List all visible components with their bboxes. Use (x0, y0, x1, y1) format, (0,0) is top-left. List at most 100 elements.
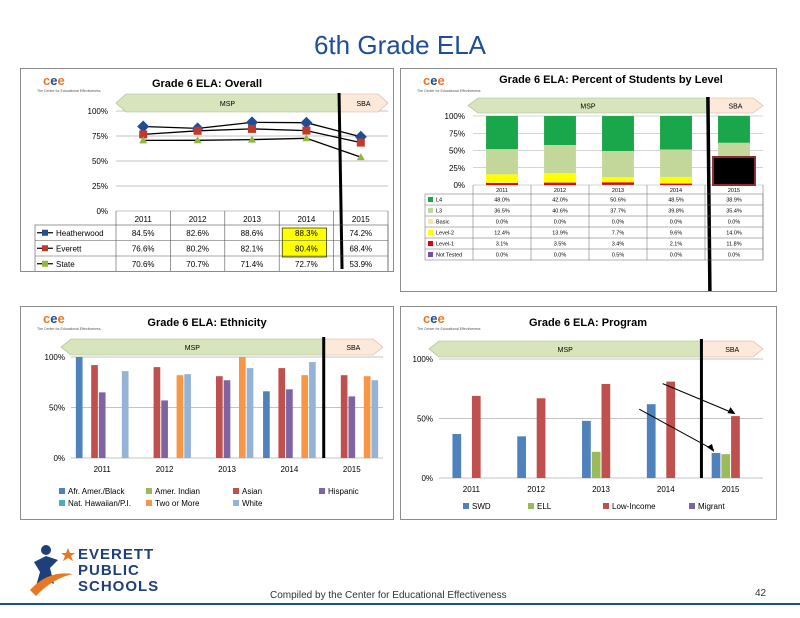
data-label: 0.0% (554, 253, 567, 259)
data-label: 76.6% (132, 244, 155, 253)
data-label: 0.0% (728, 220, 741, 226)
legend-swatch (428, 241, 433, 246)
bar-segment-l3 (660, 149, 692, 177)
bar (646, 404, 656, 478)
y-tick-label: 75% (449, 129, 465, 138)
legend-label: Migrant (698, 502, 725, 511)
legend-label: Low-Income (612, 502, 656, 511)
legend-swatch (689, 503, 695, 509)
data-label: 50.6% (610, 198, 626, 204)
legend-label: ELL (537, 502, 552, 511)
sba-band-label: SBA (725, 347, 739, 354)
x-tick-label: 2015 (722, 485, 740, 494)
data-label: 3.5% (554, 242, 567, 248)
bar (91, 365, 98, 458)
bar (666, 381, 676, 478)
logo-line-1: EVERETT (78, 546, 155, 563)
bar (536, 398, 546, 478)
legend-swatch (146, 500, 152, 506)
msp-band-label: MSP (580, 104, 596, 111)
x-tick-label: 2011 (94, 465, 112, 474)
page-number: 42 (755, 588, 767, 599)
legend-swatch (233, 488, 239, 494)
cee-logo-mark: cee (423, 73, 445, 88)
legend-label: State (56, 260, 75, 269)
data-label: 13.9% (552, 231, 568, 237)
bar (121, 371, 129, 458)
x-tick-label: 2015 (352, 215, 370, 224)
y-tick-label: 0% (453, 181, 465, 190)
ethnicity-chart-panel: cee The Center for Educational Effectiven… (20, 306, 394, 520)
data-label: 82.1% (241, 244, 264, 253)
bar (721, 454, 731, 478)
bar (246, 368, 254, 458)
y-tick-label: 50% (417, 415, 433, 424)
logo-line-3: SCHOOLS (78, 578, 160, 595)
bar-segment-level-2 (660, 176, 692, 184)
legend-label: White (242, 499, 263, 508)
sba-band-label: SBA (728, 104, 742, 111)
data-label: 36.5% (494, 209, 510, 215)
chart-title: Grade 6 ELA: Percent of Students by Leve… (499, 74, 723, 86)
x-tick-label: 2013 (218, 465, 236, 474)
legend-swatch (463, 503, 469, 509)
y-tick-label: 50% (49, 404, 65, 413)
bar-segment-level-1 (544, 182, 576, 185)
y-tick-label: 100% (413, 355, 433, 364)
y-tick-label: 100% (45, 353, 65, 362)
data-label: 35.4% (726, 209, 742, 215)
bar-segment-l4 (718, 115, 750, 143)
data-point (356, 138, 365, 147)
data-label: 48.0% (494, 198, 510, 204)
x-tick-label: 2011 (463, 485, 481, 494)
data-label: 38.9% (726, 198, 742, 204)
msp-band-arrow (115, 93, 340, 113)
bar-segment-level-2 (486, 174, 518, 183)
bar (161, 400, 168, 458)
x-tick-label: 2013 (592, 485, 610, 494)
x-tick-label: 2012 (554, 188, 566, 194)
y-tick-label: 75% (92, 132, 108, 141)
data-label: 0.0% (554, 220, 567, 226)
bar (75, 357, 83, 458)
logo-figure-head (41, 545, 51, 555)
trend-arrowhead-low-income (727, 407, 736, 415)
bar (582, 420, 591, 478)
data-label: 71.4% (241, 260, 264, 269)
trend-arrow-swd (638, 408, 715, 451)
bar-segment-l3 (602, 150, 634, 177)
everett-logo (30, 545, 75, 596)
data-label: 0.0% (496, 220, 509, 226)
x-tick-label: 2012 (189, 215, 207, 224)
data-point (356, 153, 365, 161)
bar (184, 374, 191, 458)
msp-band-arrow (60, 338, 325, 356)
x-tick-label: 2014 (298, 215, 316, 224)
legend-swatch (42, 229, 48, 236)
data-label: 7.7% (612, 231, 625, 237)
data-label: 12.4% (494, 231, 510, 237)
legend-swatch (59, 488, 65, 494)
data-label: 74.2% (349, 229, 372, 238)
trend-arrowhead-swd (707, 444, 715, 453)
bar (517, 436, 526, 478)
data-label: 53.9% (349, 260, 372, 269)
x-tick-label: 2014 (657, 485, 675, 494)
data-label: 70.7% (186, 260, 209, 269)
legend-swatch (319, 488, 325, 494)
data-label: 3.1% (496, 242, 509, 248)
data-label: 0.0% (670, 220, 683, 226)
sba-band-label: SBA (346, 345, 360, 352)
data-label: 2.1% (670, 242, 683, 248)
level-chart-panel: cee The Center for Educational Effectiven… (400, 68, 777, 292)
logo-star (61, 548, 75, 561)
x-tick-label: 2015 (728, 188, 740, 194)
data-point (248, 135, 256, 143)
bar (238, 357, 246, 458)
data-point (302, 126, 311, 135)
legend-label: Afr. Amer./Black (68, 487, 125, 496)
data-label: 0.0% (670, 253, 683, 259)
data-label: 11.8% (726, 242, 741, 248)
